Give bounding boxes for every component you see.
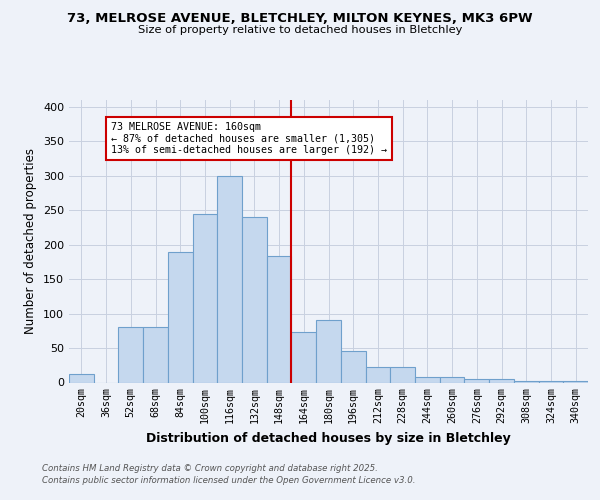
- Bar: [365, 368, 390, 382]
- Bar: [464, 379, 489, 382]
- Bar: [193, 214, 217, 382]
- Text: Contains HM Land Registry data © Crown copyright and database right 2025.: Contains HM Land Registry data © Crown c…: [42, 464, 378, 473]
- Bar: [143, 328, 168, 382]
- Text: Contains public sector information licensed under the Open Government Licence v3: Contains public sector information licen…: [42, 476, 415, 485]
- Bar: [489, 379, 514, 382]
- Text: Size of property relative to detached houses in Bletchley: Size of property relative to detached ho…: [138, 25, 462, 35]
- Bar: [563, 381, 588, 382]
- Bar: [242, 217, 267, 382]
- Bar: [267, 256, 292, 382]
- Bar: [168, 252, 193, 382]
- Bar: [440, 377, 464, 382]
- Bar: [69, 374, 94, 382]
- Bar: [341, 352, 365, 382]
- Text: 73 MELROSE AVENUE: 160sqm
← 87% of detached houses are smaller (1,305)
13% of se: 73 MELROSE AVENUE: 160sqm ← 87% of detac…: [111, 122, 387, 155]
- Bar: [539, 381, 563, 382]
- Bar: [415, 377, 440, 382]
- Y-axis label: Number of detached properties: Number of detached properties: [25, 148, 37, 334]
- Bar: [217, 176, 242, 382]
- Bar: [390, 368, 415, 382]
- Bar: [316, 320, 341, 382]
- Bar: [514, 381, 539, 382]
- Bar: [292, 332, 316, 382]
- Text: 73, MELROSE AVENUE, BLETCHLEY, MILTON KEYNES, MK3 6PW: 73, MELROSE AVENUE, BLETCHLEY, MILTON KE…: [67, 12, 533, 26]
- Bar: [118, 328, 143, 382]
- X-axis label: Distribution of detached houses by size in Bletchley: Distribution of detached houses by size …: [146, 432, 511, 444]
